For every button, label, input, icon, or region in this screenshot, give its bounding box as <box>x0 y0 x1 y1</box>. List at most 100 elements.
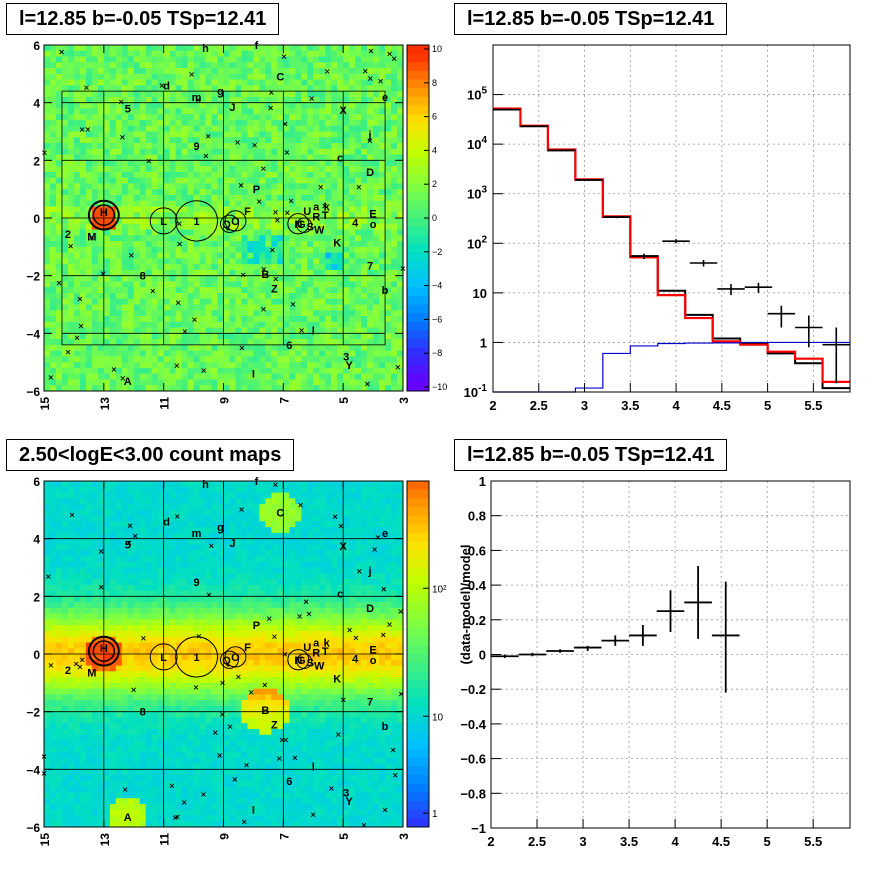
x-marker <box>372 547 377 552</box>
source-label: 4 <box>352 653 359 665</box>
x-marker <box>269 90 274 95</box>
colorbar-frame <box>406 480 430 828</box>
colorbar-label: −2 <box>432 247 442 257</box>
x-tick-label: 3 <box>397 397 411 404</box>
y-tick-label: −4 <box>26 763 40 777</box>
source-label: e <box>382 528 388 540</box>
source-label: N <box>294 219 302 231</box>
y-tick-label: 6 <box>33 475 40 489</box>
x-marker <box>205 134 211 139</box>
x-marker <box>262 682 268 688</box>
source-label: k <box>324 201 331 213</box>
y-tick-label: 0.4 <box>468 578 487 593</box>
x-marker <box>303 599 309 605</box>
source-circle <box>149 643 178 671</box>
y-tick-label: 2 <box>33 154 40 168</box>
source-label: 7 <box>367 697 373 709</box>
source-label: a <box>313 637 320 649</box>
x-marker <box>382 807 388 813</box>
y-tick-label: −0.2 <box>460 682 486 697</box>
x-tick-label: 5 <box>337 397 351 404</box>
map-grid <box>44 481 403 827</box>
colorbar-band <box>407 524 429 534</box>
y-axis-label: (data-model)/model <box>458 545 473 665</box>
data-point <box>491 654 519 658</box>
residual-ratio-panel: 2 2.5 3 3.5 4 4.5 5 5.5 1 0.8 0.6 0.4 0.2 0 −0.2 −0.4 −0… <box>458 474 851 849</box>
x-marker <box>68 243 73 249</box>
x-tick-label: 3 <box>397 833 411 840</box>
source-circle <box>220 650 239 669</box>
x-marker <box>281 54 287 60</box>
source-label: C <box>276 72 284 84</box>
x-tick-label: 2 <box>489 398 496 413</box>
source-label: b <box>382 285 389 297</box>
x-tick-label: 3 <box>579 834 586 849</box>
x-marker <box>392 772 398 778</box>
x-marker <box>283 737 289 743</box>
x-marker <box>387 622 392 627</box>
x-marker <box>390 747 396 753</box>
x-marker <box>292 755 298 761</box>
x-marker <box>56 280 62 286</box>
series-line <box>493 108 850 390</box>
data-point <box>767 305 796 328</box>
colorbar-band <box>407 731 429 741</box>
x-marker <box>284 150 290 155</box>
x-marker <box>79 127 85 132</box>
x-marker <box>288 198 294 204</box>
source-label: H <box>100 207 108 219</box>
colorbar-band <box>407 105 429 115</box>
x-marker <box>201 792 206 797</box>
colorbar-band <box>407 809 429 819</box>
x-marker <box>241 819 247 825</box>
source-circle <box>175 200 219 242</box>
x-marker <box>126 540 132 546</box>
source-label: T <box>322 210 329 222</box>
x-marker <box>196 634 202 639</box>
x-marker <box>98 549 104 554</box>
colorbar-band <box>407 697 429 707</box>
source-label: m <box>192 528 202 540</box>
colorbar-label: 10 <box>432 44 442 54</box>
colorbar-band <box>407 382 429 392</box>
y-tick-label: 0.8 <box>468 509 486 524</box>
y-tick-label: 103 <box>467 185 487 202</box>
colorbar-band <box>407 645 429 655</box>
source-circle <box>175 636 219 678</box>
x-marker <box>128 253 134 258</box>
colorbar-band <box>407 243 429 254</box>
colorbar-band <box>407 619 429 629</box>
x-marker <box>118 99 124 105</box>
x-marker <box>69 512 75 518</box>
x-marker <box>375 535 381 540</box>
x-marker <box>332 514 338 520</box>
colorbar-band <box>407 287 429 297</box>
source-label: G <box>297 655 306 667</box>
source-label: k <box>324 637 331 649</box>
colorbar-band <box>407 593 429 603</box>
x-marker <box>85 127 91 132</box>
colorbar-label: 10 <box>432 712 444 723</box>
x-marker <box>220 712 225 717</box>
source-circle <box>287 213 310 235</box>
colorbar-label: 10² <box>432 584 447 595</box>
colorbar-band <box>407 131 429 141</box>
y-tick-label: 0.2 <box>468 613 486 628</box>
y-tick-label: 0.6 <box>468 543 486 558</box>
colorbar-band <box>407 339 429 349</box>
x-marker <box>240 272 246 278</box>
colorbar-band <box>407 304 429 314</box>
x-marker <box>195 97 201 103</box>
source-label: e <box>382 92 388 104</box>
x-marker <box>46 574 51 579</box>
x-marker <box>266 616 272 621</box>
map-grid <box>61 90 386 346</box>
colorbar-band <box>407 757 429 767</box>
colorbar: 10 8 6 4 2 0 −2 −4 −6 −8 −10 <box>406 44 447 392</box>
colorbar-band <box>407 313 429 323</box>
x-marker <box>391 56 397 62</box>
y-tick-label: −4 <box>26 327 40 341</box>
x-marker <box>73 661 79 667</box>
source-circle <box>224 646 247 668</box>
colorbar-band <box>407 671 429 681</box>
